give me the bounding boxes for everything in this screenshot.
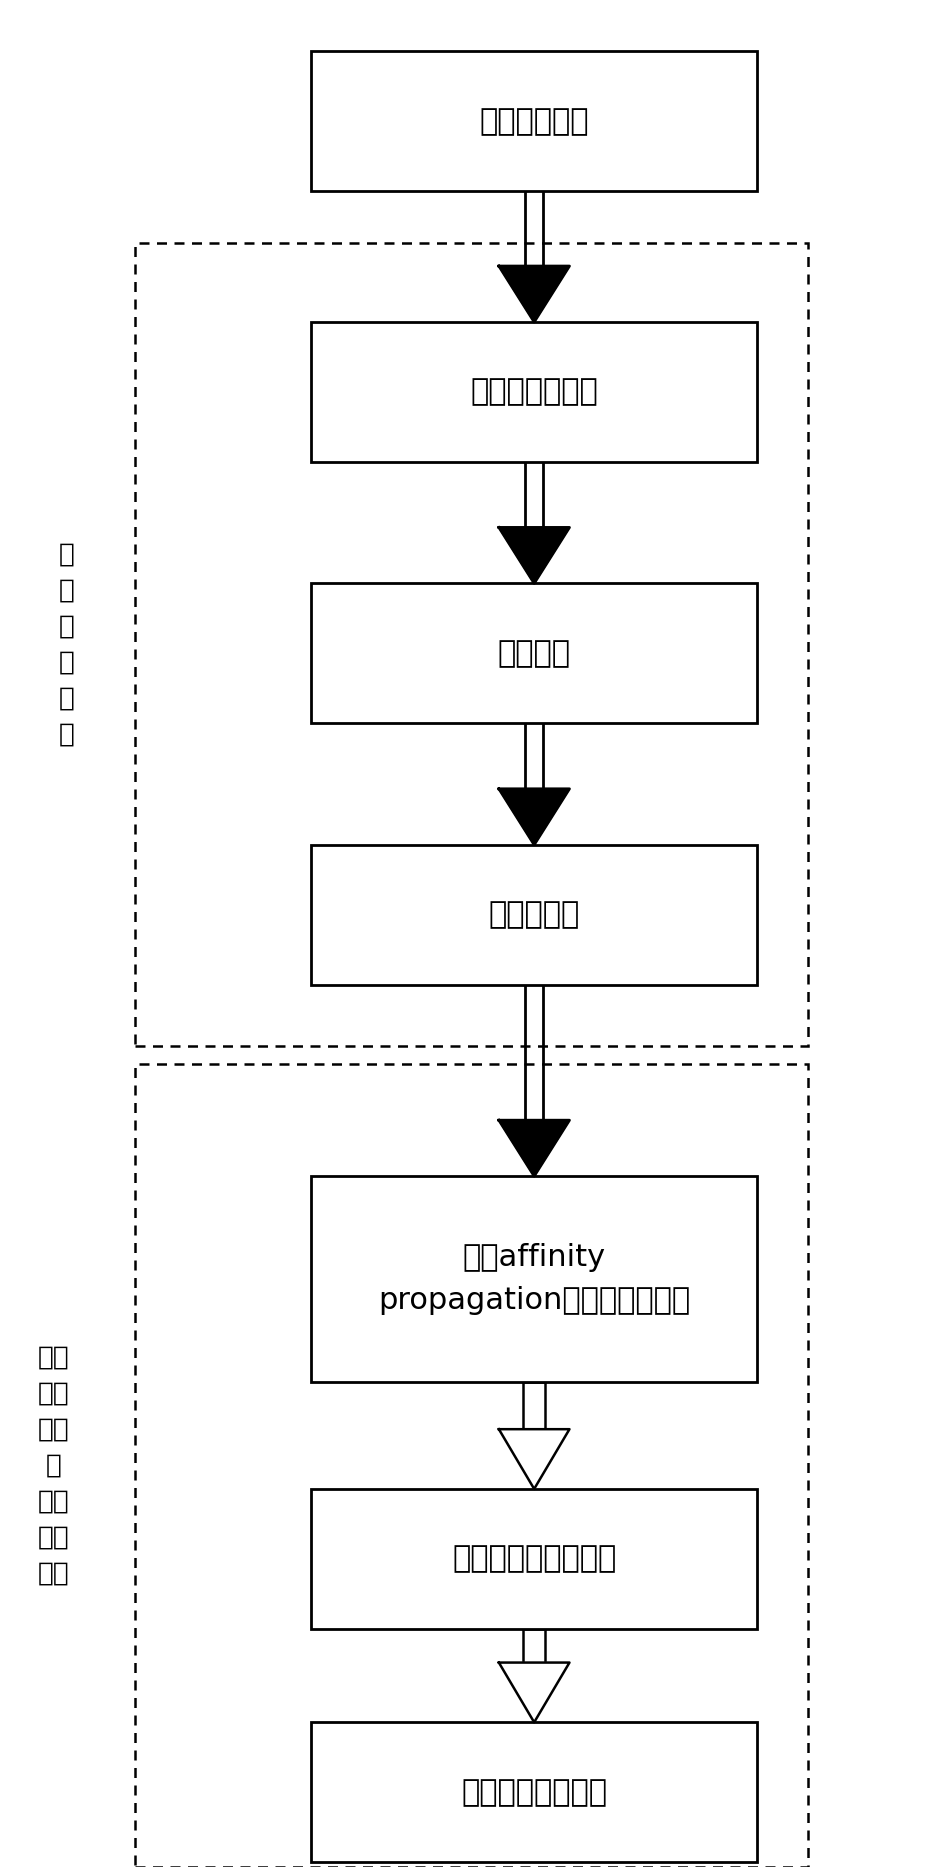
Bar <box>311 1176 756 1382</box>
Polygon shape <box>498 788 569 844</box>
Text: 遥感数据输入: 遥感数据输入 <box>479 106 588 136</box>
Bar <box>311 321 756 461</box>
Polygon shape <box>498 1662 569 1721</box>
Polygon shape <box>498 526 569 583</box>
Text: 特征归一化: 特征归一化 <box>488 900 579 930</box>
Text: 利用affinity
propagation算法生成多视图: 利用affinity propagation算法生成多视图 <box>378 1243 690 1314</box>
Text: 遥感图像预处理: 遥感图像预处理 <box>470 377 598 407</box>
Bar <box>311 844 756 984</box>
Text: 输出所选择的特征: 输出所选择的特征 <box>460 1777 607 1807</box>
Text: 输
入
数
据
准
备: 输 入 数 据 准 备 <box>58 541 75 747</box>
Text: 特征
空间
同质
性
和异
质性
分析: 特征 空间 同质 性 和异 质性 分析 <box>38 1344 70 1587</box>
Bar <box>135 243 807 1046</box>
Text: 特征提取: 特征提取 <box>497 639 570 668</box>
Polygon shape <box>498 1120 569 1176</box>
Polygon shape <box>498 265 569 321</box>
Bar <box>311 50 756 190</box>
Text: 监督多视图特征选择: 监督多视图特征选择 <box>452 1544 615 1574</box>
Bar <box>311 1721 756 1861</box>
Bar <box>311 583 756 723</box>
Bar <box>135 1064 807 1867</box>
Bar <box>311 1490 756 1628</box>
Polygon shape <box>498 1430 569 1490</box>
